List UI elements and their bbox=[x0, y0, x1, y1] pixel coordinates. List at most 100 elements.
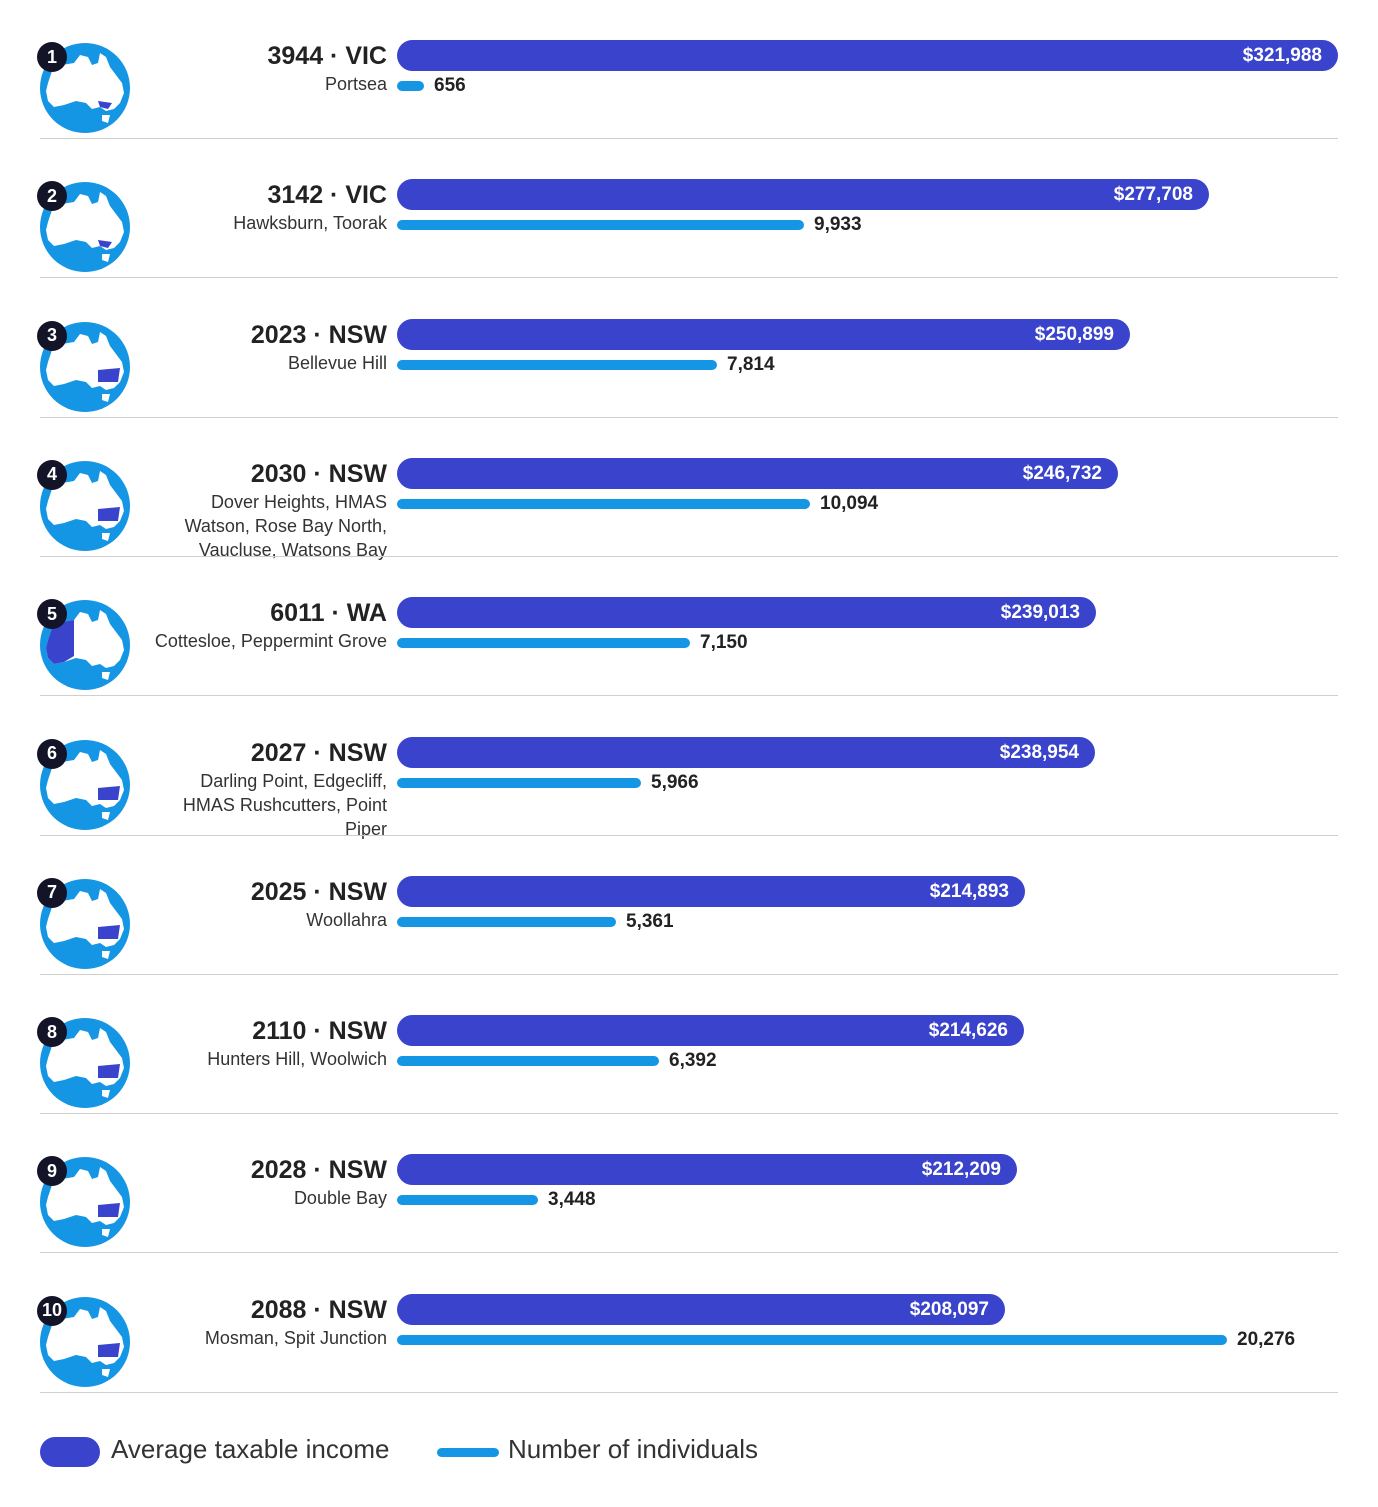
rank-badge: 1 bbox=[37, 42, 67, 72]
income-value-label: $250,899 bbox=[1034, 323, 1114, 345]
rank-badge: 9 bbox=[37, 1156, 67, 1187]
count-bar bbox=[397, 638, 690, 649]
map-tasmania bbox=[102, 115, 110, 123]
legend-swatch-count bbox=[437, 1448, 499, 1457]
postcode-label: 2023 · NSW bbox=[250, 320, 387, 349]
income-ranking-chart: 1 3944 · VIC Portsea $321,988 656 2 3142 · VIC… bbox=[0, 0, 1378, 1393]
map-state-highlight bbox=[98, 924, 120, 939]
rank-badge: 8 bbox=[37, 1017, 67, 1048]
count-value-label: 9,933 bbox=[814, 214, 862, 236]
count-bar bbox=[397, 916, 616, 927]
map-tasmania bbox=[102, 393, 110, 402]
row-divider bbox=[40, 834, 1338, 836]
count-bar bbox=[397, 359, 717, 370]
map-state-highlight bbox=[98, 1203, 120, 1218]
table-row: 8 2110 · NSW Hunters Hill, Woolwich $214,62… bbox=[0, 975, 1378, 1115]
row-divider bbox=[40, 277, 1338, 279]
rank-badge: 2 bbox=[37, 181, 67, 212]
postcode-label: 3142 · VIC bbox=[267, 181, 387, 210]
suburbs-label: Mosman, Spit Junction bbox=[204, 1327, 387, 1348]
count-value-label: 20,276 bbox=[1237, 1328, 1296, 1350]
suburbs-label: Double Bay bbox=[293, 1188, 387, 1209]
income-value-label: $208,097 bbox=[909, 1298, 989, 1320]
table-row: 7 2025 · NSW Woollahra $214,893 5,361 bbox=[0, 836, 1378, 975]
count-value-label: 5,361 bbox=[626, 910, 674, 932]
income-value-label: $246,732 bbox=[1022, 462, 1102, 484]
count-bar bbox=[397, 498, 810, 509]
map-tasmania bbox=[102, 254, 110, 263]
map-tasmania bbox=[102, 811, 110, 820]
suburbs-label: Woollahra bbox=[306, 909, 387, 930]
map-state-highlight bbox=[98, 1064, 120, 1079]
count-value-label: 7,814 bbox=[727, 353, 775, 375]
rank-badge: 3 bbox=[37, 320, 67, 351]
income-bar: $321,988 bbox=[397, 40, 1338, 71]
map-tasmania bbox=[102, 1368, 110, 1377]
count-value-label: 6,392 bbox=[669, 1050, 717, 1072]
row-divider bbox=[40, 973, 1338, 975]
row-divider bbox=[40, 555, 1338, 557]
suburbs-label: Dover Heights, HMAS Watson, Rose Bay Nor… bbox=[184, 491, 387, 560]
income-value-label: $214,893 bbox=[929, 880, 1009, 902]
income-bar: $208,097 bbox=[397, 1293, 1005, 1325]
income-bar: $277,708 bbox=[397, 179, 1209, 211]
suburbs-label: Bellevue Hill bbox=[287, 352, 387, 373]
count-bar bbox=[397, 777, 641, 788]
income-bar: $214,626 bbox=[397, 1015, 1024, 1047]
table-row: 6 2027 · NSW Darling Point, Edgecliff, HMA… bbox=[0, 697, 1378, 839]
legend-label-count: Number of individuals bbox=[508, 1434, 759, 1464]
income-bar: $239,013 bbox=[397, 597, 1096, 629]
suburbs-label: Hunters Hill, Woolwich bbox=[207, 1049, 387, 1070]
count-bar bbox=[397, 81, 424, 91]
income-bar: $214,893 bbox=[397, 875, 1025, 907]
count-bar bbox=[397, 1195, 538, 1206]
count-value-label: 10,094 bbox=[820, 492, 879, 514]
suburbs-label: Darling Point, Edgecliff, HMAS Rushcutte… bbox=[182, 770, 387, 839]
rank-badge: 7 bbox=[37, 877, 67, 908]
row-divider bbox=[40, 1252, 1338, 1254]
map-land bbox=[46, 53, 124, 111]
count-value-label: 5,966 bbox=[651, 771, 699, 793]
map-tasmania bbox=[102, 672, 110, 681]
postcode-label: 2028 · NSW bbox=[250, 1156, 387, 1185]
income-value-label: $238,954 bbox=[999, 741, 1079, 763]
row-divider bbox=[40, 1113, 1338, 1115]
map-tasmania bbox=[102, 1229, 110, 1238]
postcode-label: 2088 · NSW bbox=[250, 1295, 387, 1324]
table-row: 2 3142 · VIC Hawksburn, Toorak $277,708 9,93… bbox=[0, 139, 1378, 279]
postcode-label: 3944 · VIC bbox=[267, 42, 387, 70]
income-bar: $238,954 bbox=[397, 736, 1095, 768]
income-bar: $212,209 bbox=[397, 1154, 1017, 1186]
count-value-label: 656 bbox=[434, 75, 466, 96]
row-divider bbox=[40, 416, 1338, 418]
income-bar: $250,899 bbox=[397, 318, 1130, 350]
count-bar bbox=[397, 1056, 659, 1067]
income-value-label: $321,988 bbox=[1242, 45, 1322, 66]
row-divider bbox=[40, 695, 1338, 697]
map-tasmania bbox=[102, 1090, 110, 1099]
legend-label-income: Average taxable income bbox=[111, 1434, 390, 1464]
rank-badge: 4 bbox=[37, 459, 67, 490]
count-bar bbox=[397, 1334, 1227, 1345]
income-bar: $246,732 bbox=[397, 457, 1118, 489]
rank-badge: 6 bbox=[37, 738, 67, 769]
table-row: 1 3944 · VIC Portsea $321,988 656 bbox=[0, 0, 1378, 139]
map-state-highlight bbox=[98, 506, 120, 521]
postcode-label: 2025 · NSW bbox=[250, 877, 387, 906]
suburbs-label: Cottesloe, Peppermint Grove bbox=[154, 631, 387, 652]
count-value-label: 7,150 bbox=[700, 632, 748, 654]
legend-swatch-income bbox=[40, 1437, 100, 1467]
count-value-label: 3,448 bbox=[548, 1189, 596, 1211]
table-row: 5 6011 · WA Cottesloe, Peppermint Grove $23… bbox=[0, 557, 1378, 697]
map-state-highlight bbox=[98, 785, 120, 800]
table-row: 9 2028 · NSW Double Bay $212,209 3,448 bbox=[0, 1114, 1378, 1254]
rank-badge: 10 bbox=[37, 1295, 67, 1326]
suburbs-label: Hawksburn, Toorak bbox=[233, 213, 387, 234]
map-land bbox=[46, 192, 124, 251]
income-value-label: $239,013 bbox=[1000, 602, 1080, 624]
map-tasmania bbox=[102, 950, 110, 959]
table-row: 4 2030 · NSW Dover Heights, HMAS Watson, R… bbox=[0, 418, 1378, 560]
map-state-highlight bbox=[98, 1342, 120, 1357]
income-value-label: $212,209 bbox=[921, 1159, 1001, 1181]
row-divider bbox=[40, 138, 1338, 139]
